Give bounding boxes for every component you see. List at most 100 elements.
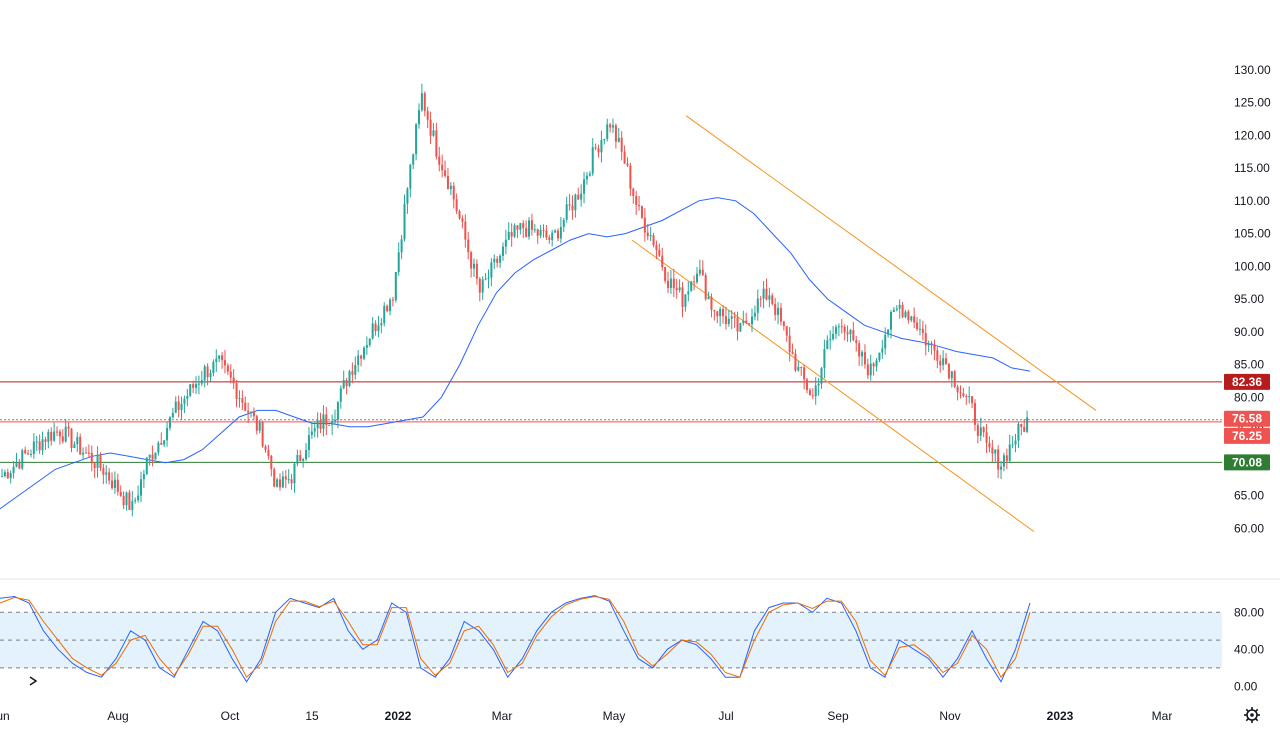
candle-body (858, 343, 861, 357)
candle-body (519, 223, 522, 230)
candle-body (577, 194, 580, 200)
candle-body (9, 473, 12, 479)
candle-body (302, 459, 305, 461)
candle-body (910, 316, 913, 321)
candle-body (151, 454, 154, 460)
candle-body (869, 363, 872, 376)
candle-body (137, 495, 140, 501)
price-axis[interactable]: 130.00 125.00 120.00 115.00 110.00 105.00 100.… (1234, 63, 1271, 536)
candle-body (267, 449, 270, 456)
candle-body (1014, 440, 1017, 445)
candle-body (690, 281, 693, 292)
candle-body (496, 258, 499, 263)
candle-body (235, 383, 238, 399)
candle-body (406, 188, 409, 204)
candle-body (872, 363, 875, 367)
candle-body (942, 358, 945, 366)
candle-body (284, 476, 287, 480)
candle-body (380, 323, 383, 326)
collapse-arrow-icon[interactable] (29, 676, 38, 686)
candle-body (606, 124, 609, 139)
candle-body (609, 124, 612, 128)
time-axis[interactable]: Jun Aug Oct 15 2022 Mar May Jul Sep Nov 2023 Mar (0, 709, 1172, 723)
candle-body (484, 278, 487, 280)
candle-body (982, 427, 985, 433)
candle-body (991, 447, 994, 454)
candle-body (325, 414, 328, 425)
candle-body (698, 269, 701, 274)
candle-body (38, 441, 41, 451)
level-labels: 82.36 76.58 76.25 70.08 (1224, 373, 1270, 471)
candle-body (956, 386, 959, 393)
candle-body (215, 358, 218, 362)
candle-body (667, 280, 670, 289)
candle-body (244, 402, 247, 411)
candle-body (209, 373, 212, 378)
candle-body (878, 352, 881, 361)
candle-body (889, 311, 893, 330)
candle-body (823, 349, 826, 369)
candle-body (701, 269, 704, 276)
candle-body (892, 309, 895, 312)
candle-body (180, 403, 183, 410)
candle-body (481, 279, 484, 293)
candle-body (420, 93, 423, 111)
candle-body (661, 255, 664, 268)
candle-body (826, 340, 829, 350)
candle-body (522, 223, 525, 229)
candle-body (362, 347, 365, 359)
candle-body (884, 334, 887, 349)
candle-body (901, 304, 904, 318)
candle-body (50, 431, 53, 441)
stochastic-axis[interactable]: 80.00 40.00 0.00 (1234, 605, 1264, 693)
candle-body (843, 326, 846, 333)
candle-body (861, 352, 864, 357)
candle-body (635, 196, 638, 206)
stochastic-tick-label: 0.00 (1234, 679, 1258, 693)
candle-body (415, 124, 418, 155)
candle-body (779, 307, 782, 322)
candle-body (716, 311, 719, 317)
candle-body (722, 308, 725, 317)
candle-body (806, 379, 809, 391)
candle-body (493, 258, 496, 263)
price-tick-label: 100.00 (1234, 259, 1271, 273)
candle-body (727, 318, 730, 325)
candle-body (863, 352, 866, 365)
candle-body (368, 338, 371, 345)
descending-channel[interactable] (631, 115, 1097, 533)
candle-body (391, 299, 394, 301)
candle-body (278, 479, 282, 488)
candle-body (0, 476, 4, 478)
candle-body (116, 479, 119, 492)
candle-body (160, 442, 163, 445)
candle-body (794, 353, 797, 371)
candle-body (603, 138, 606, 141)
candle-body (310, 431, 313, 436)
candle-body (1000, 466, 1003, 470)
candle-body (226, 365, 229, 372)
candle-body (855, 339, 858, 344)
candle-body (348, 371, 351, 386)
candle-body (490, 262, 493, 278)
time-tick-label: May (603, 709, 626, 723)
candle-body (166, 427, 169, 441)
candle-body (504, 239, 507, 247)
candle-body (707, 297, 710, 300)
candle-body (704, 275, 707, 300)
candle-body (163, 440, 166, 445)
candle-body (331, 421, 334, 425)
candle-body (930, 343, 933, 345)
candle-body (452, 185, 455, 200)
time-tick-label: Jun (0, 709, 10, 723)
candle-body (875, 360, 878, 367)
candle-body (516, 225, 519, 230)
candle-body (687, 291, 690, 295)
settings-icon[interactable] (1244, 707, 1260, 723)
candle-body (501, 246, 504, 256)
candle-body (536, 229, 539, 236)
price-tick-label: 125.00 (1234, 96, 1271, 110)
candle-body (571, 205, 574, 211)
candle-body (640, 206, 643, 218)
